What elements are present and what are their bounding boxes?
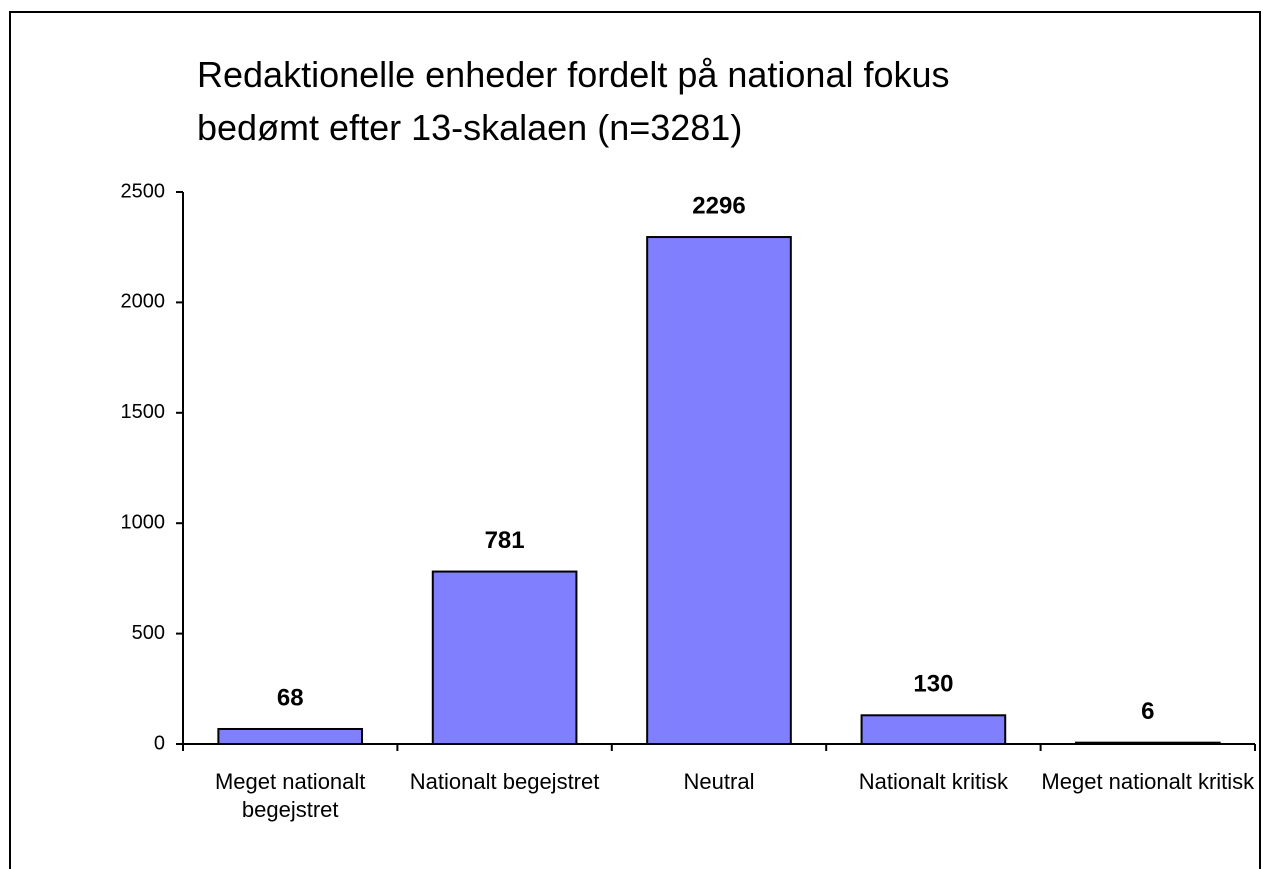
x-tick-label: Meget nationalt kritisk bbox=[1041, 769, 1255, 794]
x-tick-label: Neutral bbox=[683, 769, 755, 794]
bar bbox=[646, 236, 792, 745]
x-tick-label-box: Meget nationalt kritisk bbox=[1041, 769, 1255, 794]
value-label: 781 bbox=[485, 527, 525, 554]
y-tick-label: 500 bbox=[132, 622, 165, 644]
y-tick-label: 1500 bbox=[121, 401, 166, 423]
x-tick-label: Nationalt begejstret bbox=[409, 769, 600, 794]
y-tick-label: 1000 bbox=[121, 511, 166, 533]
value-label: 68 bbox=[277, 684, 304, 711]
x-tick-label-box: Neutral bbox=[683, 769, 755, 794]
value-label: 6 bbox=[1141, 698, 1154, 725]
chart-title: Redaktionelle enheder fordelt på nationa… bbox=[197, 54, 950, 148]
x-tick-label-box: Nationalt kritisk bbox=[858, 769, 1008, 794]
y-tick-label: 0 bbox=[154, 732, 165, 754]
value-label: 130 bbox=[913, 671, 953, 698]
y-tick-label: 2000 bbox=[121, 291, 166, 313]
x-tick-label: Meget nationalt begejstret bbox=[214, 769, 366, 822]
bar bbox=[217, 727, 364, 745]
y-tick-label: 2500 bbox=[121, 180, 166, 202]
value-label: 2296 bbox=[692, 192, 745, 219]
x-tick-label-box: Meget nationalt begejstret bbox=[214, 769, 366, 822]
title-box: Redaktionelle enheder fordelt på nationa… bbox=[197, 54, 950, 148]
chart-frame bbox=[9, 11, 1261, 869]
bar bbox=[860, 714, 1007, 746]
x-tick-label-box: Nationalt begejstret bbox=[409, 769, 600, 794]
bar bbox=[1074, 741, 1221, 745]
bar bbox=[431, 570, 578, 745]
x-tick-label: Nationalt kritisk bbox=[858, 769, 1008, 794]
